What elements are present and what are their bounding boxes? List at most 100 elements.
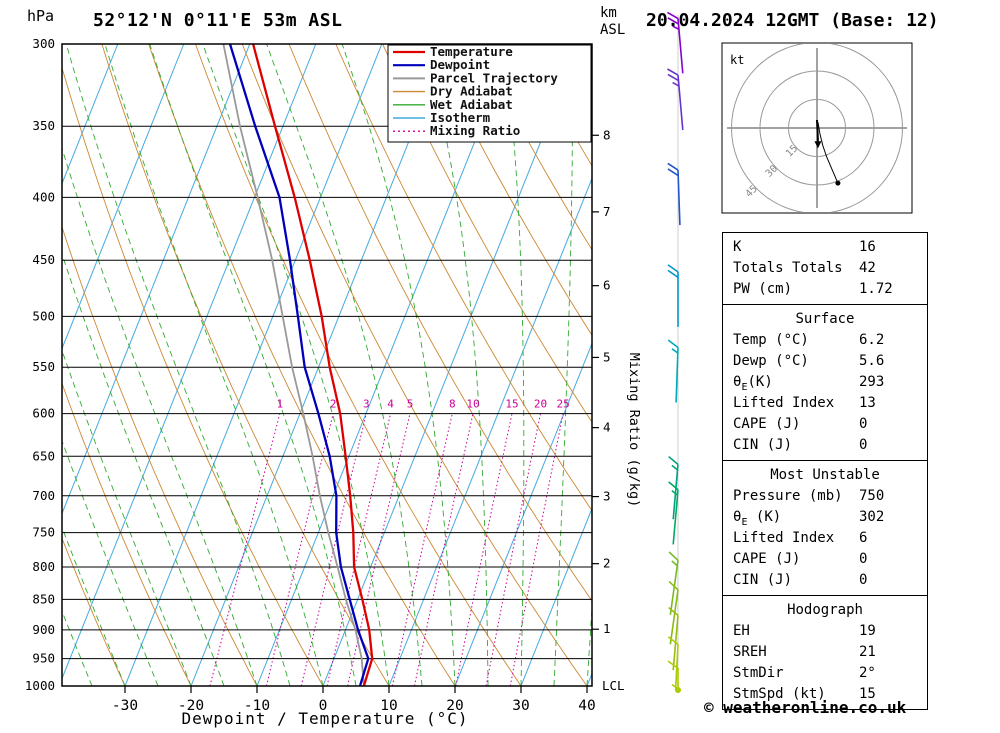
parcel-trajectory-curve <box>222 44 365 686</box>
pressure-unit-label: hPa <box>27 7 55 25</box>
svg-text:400: 400 <box>32 189 55 204</box>
most-unstable-box: Most Unstable Pressure (mb) 750 θE (K) 302 L… <box>722 460 928 596</box>
info-row-value: 13 <box>859 395 876 411</box>
svg-text:350: 350 <box>32 118 55 133</box>
info-row-label: Totals Totals <box>733 260 843 276</box>
svg-text:40: 40 <box>578 698 595 714</box>
temperature-ticks: -30 -20 -10 0 10 20 30 40 <box>112 686 596 714</box>
svg-text:4: 4 <box>387 398 394 411</box>
svg-text:15: 15 <box>505 398 518 411</box>
mixing-ratio-labels: 1 2 3 4 5 8 10 15 20 25 <box>276 398 569 411</box>
datetime-title: 20.04.2024 12GMT (Base: 12) <box>646 10 939 31</box>
svg-text:Temperature: Temperature <box>430 44 513 59</box>
info-row: Dewp (°C) 5.6 <box>723 351 927 372</box>
svg-text:750: 750 <box>32 525 55 540</box>
info-row-label: CIN (J) <box>733 572 793 588</box>
info-row-value: 0 <box>859 551 868 567</box>
info-panel: K 16 Totals Totals 42 PW (cm) 1.72 Surface Te… <box>722 232 928 710</box>
svg-text:Mixing Ratio: Mixing Ratio <box>430 123 520 138</box>
surface-box: Surface Temp (°C) 6.2 Dewp (°C) 5.6 θE(K) 293… <box>722 304 928 461</box>
station-title: 52°12'N 0°11'E 53m ASL <box>93 10 343 31</box>
info-row-value: 0 <box>859 437 868 453</box>
most-unstable-box-title: Most Unstable <box>770 467 880 483</box>
info-row-value: 19 <box>859 623 876 639</box>
svg-text:Wet Adiabat: Wet Adiabat <box>430 97 513 112</box>
info-row: StmDir 2° <box>723 663 927 684</box>
info-row: EH 19 <box>723 621 927 642</box>
storm-motion-arrow <box>816 119 819 142</box>
wind-barb <box>668 455 679 520</box>
wind-barb <box>667 11 684 74</box>
profile-curves <box>222 44 374 686</box>
info-row-value: 293 <box>859 374 885 390</box>
svg-text:-30: -30 <box>112 698 138 714</box>
info-row-value: 2° <box>859 665 876 681</box>
svg-text:300: 300 <box>32 36 55 51</box>
svg-text:500: 500 <box>32 308 55 323</box>
info-row-label: θE (K) <box>733 509 782 528</box>
svg-text:20: 20 <box>534 398 547 411</box>
lcl-label: LCL <box>602 678 625 693</box>
svg-text:5: 5 <box>407 398 414 411</box>
svg-text:Dewpoint: Dewpoint <box>430 57 490 72</box>
svg-text:550: 550 <box>32 359 55 374</box>
info-row-value: 302 <box>859 509 885 525</box>
svg-text:3: 3 <box>603 489 611 504</box>
info-row-value: 15 <box>859 686 876 702</box>
asl-label: ASL <box>600 22 626 38</box>
wind-barb <box>667 339 679 403</box>
svg-text:900: 900 <box>32 622 55 637</box>
svg-text:700: 700 <box>32 488 55 503</box>
info-row-value: 0 <box>859 416 868 432</box>
svg-text:8: 8 <box>449 398 456 411</box>
svg-text:0: 0 <box>319 698 328 714</box>
info-row-label: CAPE (J) <box>733 416 801 432</box>
x-axis-label: Dewpoint / Temperature (°C) <box>181 709 468 728</box>
info-row: CAPE (J) 0 <box>723 414 927 435</box>
svg-text:650: 650 <box>32 448 55 463</box>
info-row: Pressure (mb) 750 <box>723 486 927 507</box>
hodograph-trace <box>817 122 839 184</box>
info-row-label: EH <box>733 623 750 639</box>
svg-text:850: 850 <box>32 591 55 606</box>
isotherm-lines <box>62 44 592 686</box>
info-row-value: 1.72 <box>859 281 893 297</box>
info-row-label: CAPE (J) <box>733 551 801 567</box>
svg-text:1000: 1000 <box>25 678 55 693</box>
info-row: Temp (°C) 6.2 <box>723 330 927 351</box>
info-row-value: 16 <box>859 239 876 255</box>
info-row: Lifted Index 6 <box>723 528 927 549</box>
svg-text:6: 6 <box>603 278 611 293</box>
info-row: CAPE (J) 0 <box>723 549 927 570</box>
info-row: CIN (J) 0 <box>723 435 927 456</box>
info-row: θE(K) 293 <box>723 372 927 393</box>
km-label: km <box>600 5 617 21</box>
wind-barb <box>668 481 679 545</box>
copyright: © weatheronline.co.uk <box>704 698 907 717</box>
info-row: K 16 <box>723 237 927 258</box>
dewpoint-curve <box>228 44 370 686</box>
svg-text:600: 600 <box>32 406 55 421</box>
svg-text:3: 3 <box>363 398 370 411</box>
info-row-label: Pressure (mb) <box>733 488 843 504</box>
info-row-value: 6 <box>859 530 868 546</box>
svg-text:20: 20 <box>446 698 463 714</box>
info-row-value: 42 <box>859 260 876 276</box>
svg-text:4: 4 <box>603 420 611 435</box>
hodograph-unit-label: kt <box>730 53 744 67</box>
surface-box-title: Surface <box>795 311 855 327</box>
info-row-label: Lifted Index <box>733 530 835 546</box>
wind-barb <box>668 551 679 615</box>
info-row: PW (cm) 1.72 <box>723 279 927 300</box>
svg-text:1: 1 <box>603 621 611 636</box>
temperature-curve <box>251 44 374 686</box>
svg-text:2: 2 <box>330 398 337 411</box>
hodograph-box-title: Hodograph <box>787 602 863 618</box>
info-row: Lifted Index 13 <box>723 393 927 414</box>
wind-barb <box>667 660 679 690</box>
svg-text:1: 1 <box>276 398 283 411</box>
mixing-ratio-axis-label: Mixing Ratio (g/kg) <box>626 353 642 507</box>
surface-wind-dot <box>675 687 681 693</box>
